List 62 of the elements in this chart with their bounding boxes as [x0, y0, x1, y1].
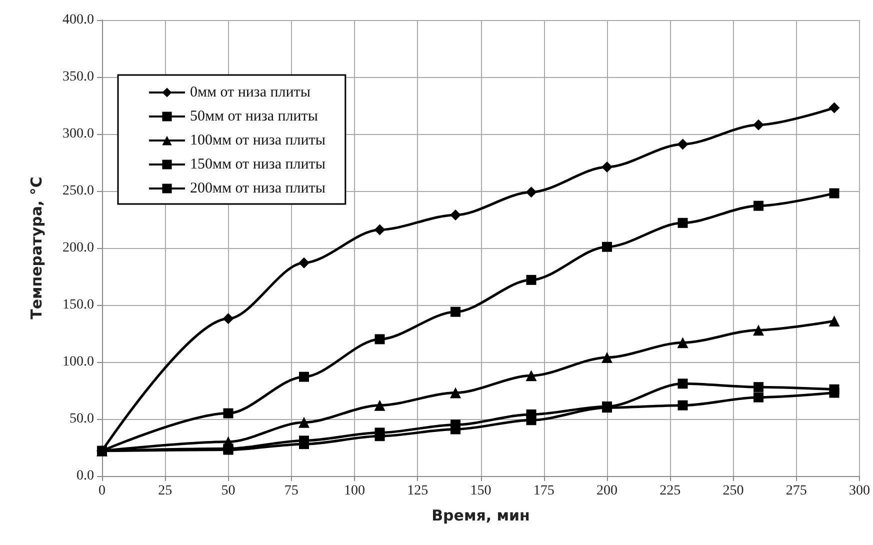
x-tick-label: 0: [98, 484, 106, 498]
y-axis-title: Температура, °C: [28, 176, 46, 320]
legend-label: 150мм от низа плиты: [190, 156, 326, 172]
y-tick-label: 150.0: [62, 298, 94, 312]
point: [298, 416, 310, 428]
y-tick-label: 300.0: [62, 126, 94, 142]
x-tick-label: 175: [533, 484, 554, 498]
legend-label: 200мм от низа плиты: [190, 180, 326, 196]
point: [526, 415, 536, 426]
y-tick-label: 400.0: [62, 12, 94, 28]
point: [753, 324, 764, 336]
y-tick-label: 100.0: [62, 354, 94, 370]
point: [678, 400, 688, 410]
x-tick-label: 300: [849, 484, 870, 498]
x-tick-label: 275: [786, 484, 807, 498]
x-axis-title: Время, мин: [432, 506, 530, 524]
legend-label: 0мм от низа плиты: [190, 84, 310, 100]
point: [526, 186, 537, 198]
x-tick-label: 100: [344, 484, 365, 498]
point: [298, 257, 310, 268]
x-tick-label: 225: [660, 484, 681, 498]
point: [678, 378, 688, 389]
x-tick-label: 50: [221, 484, 236, 498]
y-tick-label: 250.0: [62, 184, 94, 198]
point: [602, 242, 612, 252]
point: [828, 102, 840, 114]
x-tick-label: 75: [284, 484, 298, 498]
point: [526, 370, 537, 382]
point: [829, 188, 840, 198]
y-tick-label: 350.0: [62, 70, 94, 84]
point: [222, 313, 234, 324]
x-tick-label: 150: [470, 484, 492, 498]
point: [223, 408, 234, 418]
point: [374, 431, 385, 442]
point: [602, 162, 612, 173]
point: [678, 218, 688, 228]
point: [450, 209, 461, 220]
y-tick-label: 50.0: [70, 412, 94, 426]
point: [754, 382, 764, 392]
y-tick-label: 200.0: [62, 240, 94, 256]
y-tick-label: 0.0: [76, 468, 94, 484]
point: [677, 337, 688, 348]
point: [677, 138, 688, 150]
point: [450, 387, 461, 398]
point: [526, 274, 536, 285]
point: [602, 352, 612, 363]
point: [450, 306, 460, 317]
point: [828, 315, 840, 326]
x-tick-label: 200: [596, 484, 618, 498]
point: [754, 200, 764, 211]
point: [829, 388, 840, 398]
point: [374, 224, 386, 236]
point: [753, 119, 764, 130]
point: [754, 392, 764, 402]
point: [374, 334, 385, 344]
x-tick-label: 25: [158, 484, 172, 498]
legend-label: 50мм от низа плиты: [190, 108, 318, 124]
point: [299, 372, 309, 382]
x-tick-label: 250: [722, 484, 744, 498]
point: [374, 400, 386, 411]
x-tick-label: 125: [407, 484, 428, 498]
legend-label: 100мм от низа плиты: [190, 132, 326, 148]
